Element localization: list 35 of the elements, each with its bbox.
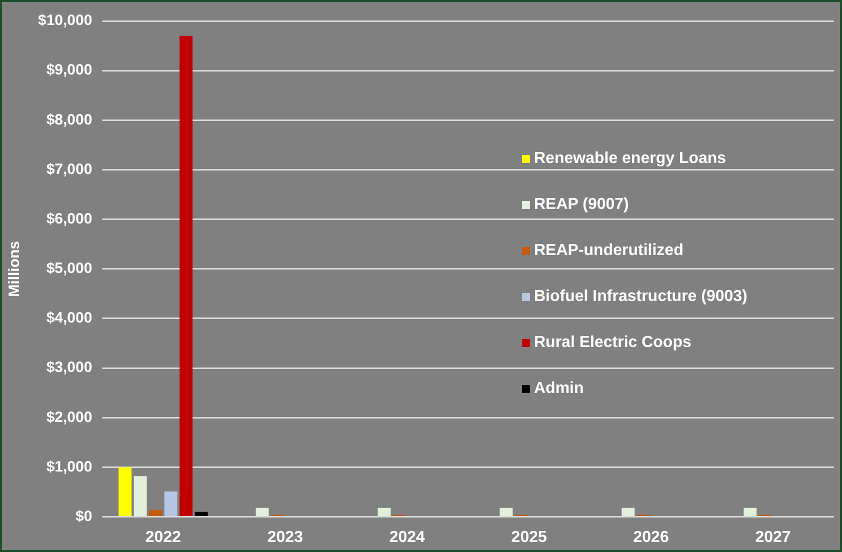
x-tick-label: 2022 (145, 528, 182, 546)
legend-label: Renewable energy Loans (534, 150, 726, 168)
bar (180, 36, 193, 516)
bar (164, 492, 178, 516)
y-tick-label: $10,000 (38, 12, 92, 30)
legend-label: Rural Electric Coops (534, 334, 692, 352)
bar (149, 510, 162, 516)
bar (744, 508, 757, 516)
y-tick-label: $8,000 (46, 111, 92, 128)
legend-label: REAP (9007) (534, 196, 629, 214)
bar (194, 512, 208, 516)
y-tick-label: $4,000 (46, 310, 92, 327)
x-tick-label: 2023 (267, 528, 304, 546)
bar (134, 476, 147, 516)
legend-label: Admin (534, 380, 584, 398)
x-tick-label: 2025 (511, 528, 547, 546)
x-tick-label: 2027 (755, 528, 791, 546)
bar (118, 467, 132, 516)
y-axis-title: Millions (6, 240, 24, 297)
bar (622, 508, 635, 516)
y-tick-label: $5,000 (46, 260, 92, 278)
y-tick-label: $3,000 (46, 359, 92, 376)
x-tick-label: 2026 (633, 528, 669, 546)
y-tick-label: $6,000 (46, 210, 92, 228)
legend-label: REAP-underutilized (534, 242, 684, 260)
y-tick-label: $9,000 (46, 62, 92, 79)
bar (378, 508, 391, 516)
x-tick-label: 2024 (389, 528, 426, 546)
y-tick-label: $2,000 (46, 408, 92, 426)
bar (500, 508, 513, 516)
y-tick-label: $7,000 (46, 160, 92, 178)
y-tick-label: $1,000 (46, 458, 92, 476)
bar (256, 508, 269, 516)
y-tick-label: $0 (76, 508, 92, 525)
legend-label: Biofuel Infrastructure (9003) (534, 288, 748, 306)
